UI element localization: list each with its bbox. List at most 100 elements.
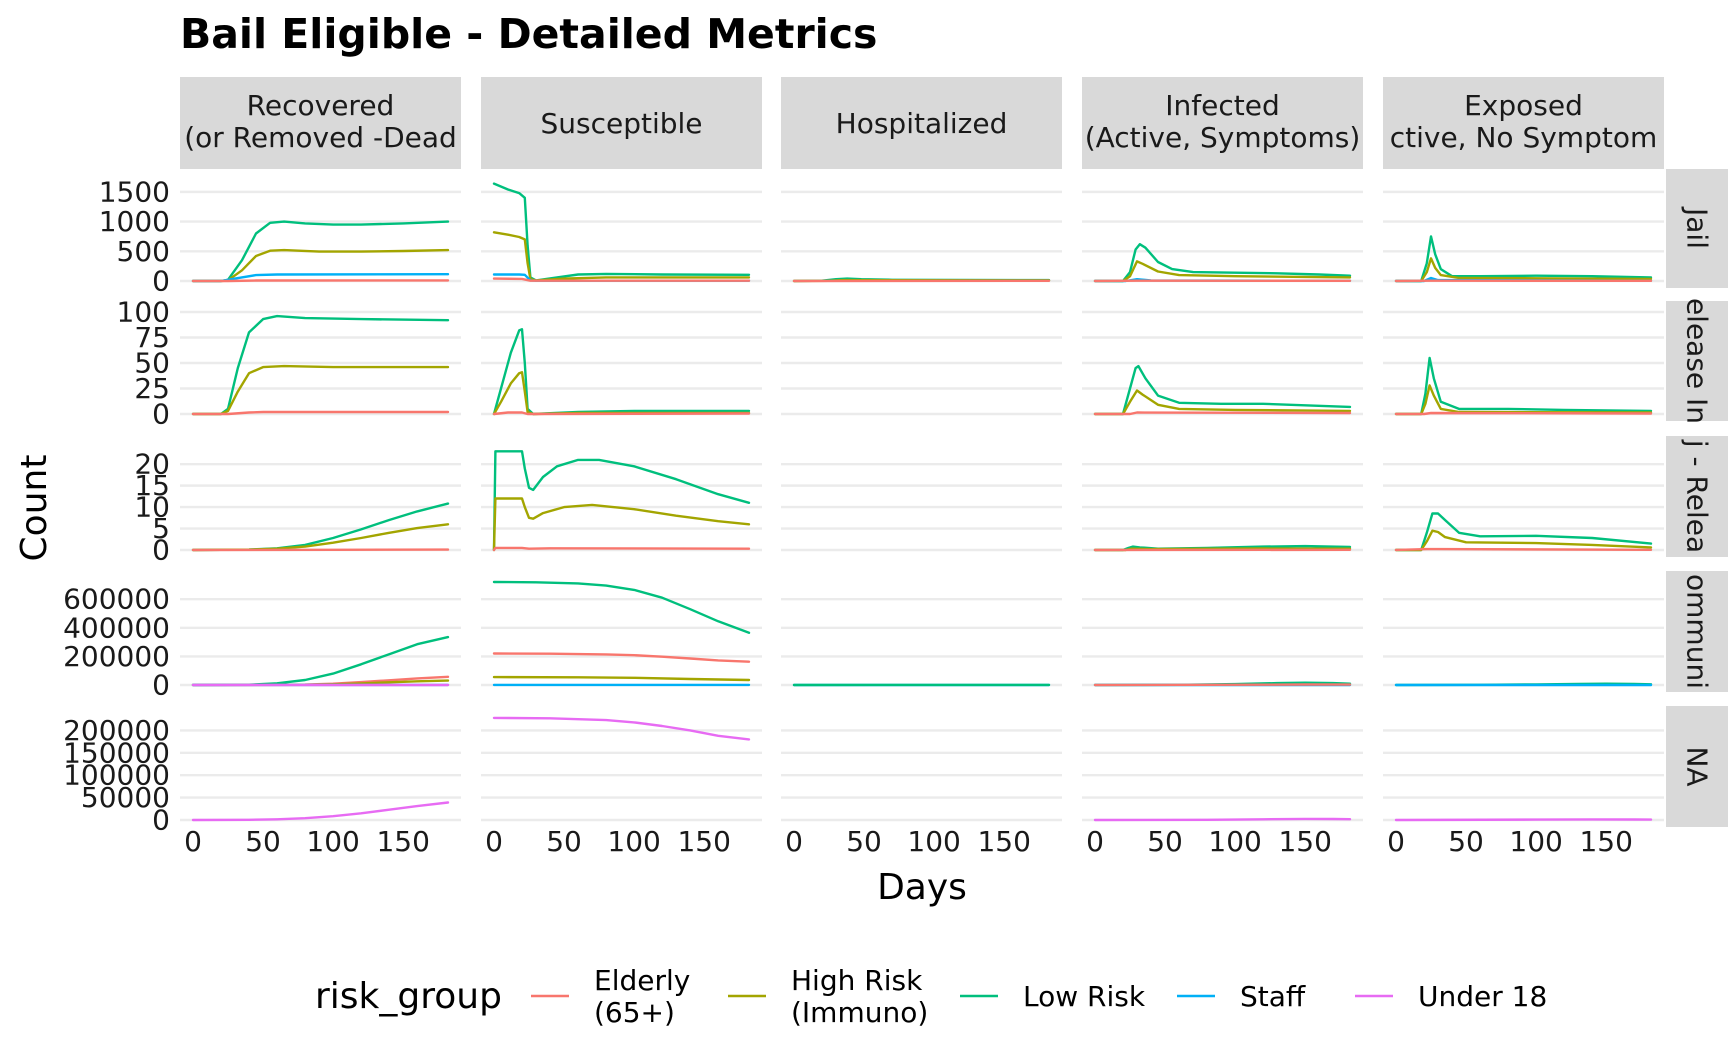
column-strip bbox=[180, 77, 461, 169]
plot-title: Bail Eligible - Detailed Metrics bbox=[180, 10, 877, 58]
x-tick-label: 0 bbox=[1086, 825, 1104, 858]
series-line-low bbox=[492, 580, 751, 634]
series-line-low bbox=[492, 182, 751, 282]
y-tick-label: 5 bbox=[152, 512, 170, 545]
x-tick-label: 100 bbox=[907, 825, 960, 858]
x-tick-label: 100 bbox=[306, 825, 359, 858]
series-line-high bbox=[492, 497, 751, 552]
legend-label: Staff bbox=[1240, 980, 1306, 1013]
x-tick-label: 50 bbox=[1448, 825, 1484, 858]
row-strip-label: j - Relea bbox=[1681, 439, 1714, 553]
series-line-elderly bbox=[191, 410, 450, 416]
series-line-high bbox=[492, 231, 751, 282]
legend-label: (65+) bbox=[594, 996, 675, 1029]
x-tick-label: 0 bbox=[485, 825, 503, 858]
series-line-low bbox=[1394, 512, 1653, 552]
y-tick-label: 0 bbox=[152, 398, 170, 431]
row-strip-label: Jail bbox=[1681, 206, 1714, 249]
column-strip bbox=[1383, 77, 1664, 169]
column-strip-label: (Active, Symptoms) bbox=[1085, 121, 1361, 154]
y-tick-label: 0 bbox=[152, 669, 170, 702]
y-tick-label: 0 bbox=[152, 534, 170, 567]
legend-label: (Immuno) bbox=[791, 996, 928, 1029]
series-line-high bbox=[191, 364, 450, 416]
legend-title: risk_group bbox=[315, 976, 502, 1017]
row-strip-label: elease In bbox=[1681, 298, 1714, 424]
y-tick-label: 75 bbox=[134, 321, 170, 354]
y-tick-label: 50 bbox=[134, 347, 170, 380]
y-tick-label: 1500 bbox=[99, 175, 170, 208]
x-tick-label: 150 bbox=[1278, 825, 1331, 858]
series-line-high bbox=[492, 371, 751, 416]
y-tick-label: 15 bbox=[134, 469, 170, 502]
series-line-elderly bbox=[1394, 411, 1653, 416]
series-line-under18 bbox=[492, 716, 751, 741]
x-axis-title: Days bbox=[877, 867, 967, 908]
x-tick-label: 50 bbox=[846, 825, 882, 858]
x-tick-label: 50 bbox=[1147, 825, 1183, 858]
y-tick-label: 0 bbox=[152, 265, 170, 298]
y-tick-label: 400000 bbox=[63, 611, 170, 644]
series-line-low bbox=[492, 450, 751, 552]
series-line-elderly bbox=[492, 411, 751, 416]
y-axis-title: Count bbox=[14, 455, 55, 562]
series-line-low bbox=[1394, 356, 1653, 416]
y-tick-label: 100000 bbox=[63, 759, 170, 792]
facet-grid: Recovered(or Removed -Dead Susceptible Hos… bbox=[63, 77, 1728, 858]
y-tick-label: 200000 bbox=[63, 714, 170, 747]
column-strip-label: Exposed bbox=[1464, 89, 1583, 122]
series-line-elderly bbox=[1093, 411, 1352, 416]
x-tick-label: 150 bbox=[376, 825, 429, 858]
y-tick-label: 1000 bbox=[99, 205, 170, 238]
series-line-high bbox=[492, 675, 751, 682]
series-line-low bbox=[191, 502, 450, 552]
series-line-under18 bbox=[1394, 818, 1653, 822]
x-tick-label: 50 bbox=[245, 825, 281, 858]
series-line-high bbox=[1394, 257, 1653, 283]
row-strip bbox=[1666, 169, 1728, 288]
column-strip bbox=[1082, 77, 1363, 169]
y-tick-label: 150000 bbox=[63, 736, 170, 769]
legend: risk_group Elderly(65+) High Risk(Immuno)… bbox=[315, 964, 1547, 1029]
series-line-under18 bbox=[1093, 817, 1352, 822]
column-strip-label: Recovered bbox=[247, 89, 395, 122]
y-tick-label: 25 bbox=[134, 372, 170, 405]
x-tick-label: 0 bbox=[1387, 825, 1405, 858]
legend-label: Under 18 bbox=[1418, 980, 1547, 1013]
x-tick-label: 150 bbox=[1579, 825, 1632, 858]
legend-label: Elderly bbox=[594, 964, 690, 997]
column-strip-label: ctive, No Symptom bbox=[1390, 121, 1658, 154]
y-tick-label: 20 bbox=[134, 448, 170, 481]
series-line-low bbox=[492, 328, 751, 416]
y-tick-label: 500 bbox=[117, 235, 170, 268]
row-strip bbox=[1666, 301, 1728, 421]
row-strip bbox=[1666, 436, 1728, 557]
series-line-high bbox=[1394, 384, 1653, 416]
series-line-elderly bbox=[1093, 683, 1352, 687]
y-tick-label: 100 bbox=[117, 296, 170, 329]
column-strip-label: Infected bbox=[1165, 89, 1279, 122]
row-strip bbox=[1666, 571, 1728, 692]
x-tick-label: 100 bbox=[1509, 825, 1562, 858]
series-line-elderly bbox=[492, 546, 751, 552]
row-strip-label: NA bbox=[1681, 746, 1714, 786]
column-strip-label: Hospitalized bbox=[836, 107, 1008, 140]
x-tick-label: 150 bbox=[677, 825, 730, 858]
x-tick-label: 0 bbox=[184, 825, 202, 858]
y-tick-label: 0 bbox=[152, 804, 170, 837]
series-line-low bbox=[1093, 243, 1352, 283]
legend-label: High Risk bbox=[791, 964, 923, 997]
column-strip-label: Susceptible bbox=[540, 107, 702, 140]
x-tick-label: 150 bbox=[977, 825, 1030, 858]
series-line-under18 bbox=[191, 801, 450, 822]
series-line-low bbox=[1394, 235, 1653, 283]
x-tick-label: 0 bbox=[785, 825, 803, 858]
series-line-low bbox=[1093, 364, 1352, 416]
column-strip bbox=[781, 77, 1062, 169]
series-line-low bbox=[191, 314, 450, 416]
series-line-high bbox=[1394, 529, 1653, 552]
x-tick-label: 100 bbox=[1208, 825, 1261, 858]
series-line-elderly bbox=[1394, 547, 1653, 552]
row-strip bbox=[1666, 706, 1728, 827]
